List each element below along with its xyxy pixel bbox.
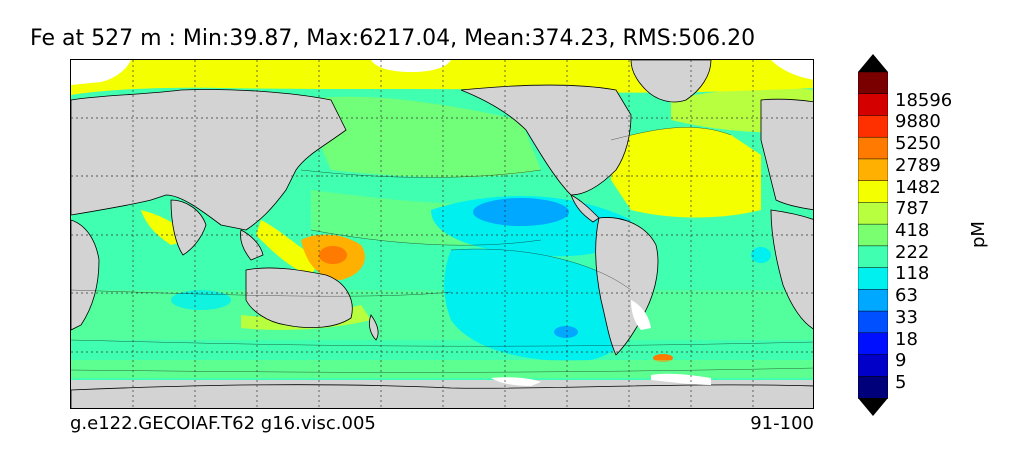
colorbar-segment (858, 223, 888, 247)
colorbar-tick-label: 18596 (895, 89, 953, 111)
colorbar-segment (858, 202, 888, 225)
colorbar-segment (858, 93, 888, 117)
colorbar-segment (858, 136, 888, 160)
years-caption: 91-100 (750, 413, 814, 434)
colorbar-tick-label: 418 (895, 220, 930, 241)
colorbar-unit: pM (968, 221, 989, 248)
colorbar-segment (858, 115, 888, 138)
colorbar-tick-label: 5250 (895, 133, 941, 155)
colorbar-tick-label: 9880 (895, 111, 941, 133)
colorbar-segment (858, 310, 888, 334)
ocean-field-map (71, 60, 813, 408)
colorbar-segment (858, 332, 888, 356)
experiment-caption: g.e122.GECOIAF.T62 g16.visc.005 (70, 413, 376, 434)
colorbar-tick-label: 63 (895, 285, 918, 307)
colorbar-segment (858, 180, 888, 204)
colorbar-tick-label: 222 (895, 241, 930, 263)
colorbar-tick-label: 2789 (895, 154, 941, 176)
colorbar-segment (858, 376, 888, 399)
colorbar-tick-label: 787 (895, 198, 930, 220)
map-panel (70, 59, 814, 409)
colorbar-segment (858, 158, 888, 182)
colorbar-extend-max (858, 54, 888, 72)
colorbar-tick-label: 9 (895, 350, 907, 372)
colorbar (858, 54, 888, 416)
colorbar-segment (858, 289, 888, 312)
colorbar-tick-label: 18 (895, 328, 918, 350)
colorbar-tick-label: 118 (895, 263, 930, 285)
colorbar-extend-min (858, 398, 888, 416)
colorbar-segment (858, 354, 888, 378)
colorbar-tick-label: 5 (895, 372, 907, 394)
colorbar-segment (858, 267, 888, 291)
colorbar-tick-label: 1482 (895, 176, 941, 198)
colorbar-segment (858, 245, 888, 269)
plot-title: Fe at 527 m : Min:39.87, Max:6217.04, Me… (30, 26, 756, 51)
colorbar-tick-label: 33 (895, 306, 918, 328)
colorbar-segment (858, 71, 888, 95)
